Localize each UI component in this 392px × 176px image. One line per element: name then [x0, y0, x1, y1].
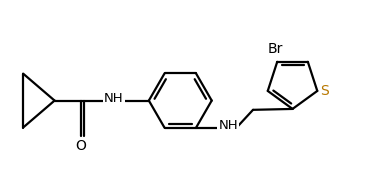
Text: O: O	[75, 139, 86, 153]
Text: NH: NH	[218, 120, 238, 133]
Text: S: S	[320, 84, 329, 98]
Text: Br: Br	[267, 42, 283, 56]
Text: NH: NH	[104, 92, 123, 105]
